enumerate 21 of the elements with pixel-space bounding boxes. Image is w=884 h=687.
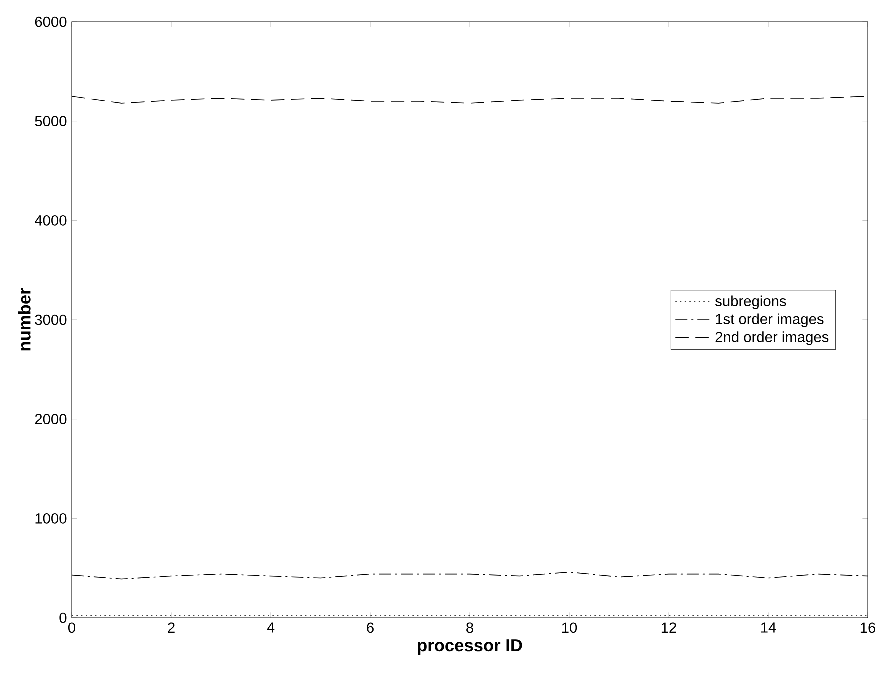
legend-label: 1st order images bbox=[716, 314, 824, 328]
y-tick-label: 3000 bbox=[35, 314, 67, 326]
y-tick-label: 4000 bbox=[35, 215, 67, 226]
x-tick-label: 2 bbox=[168, 622, 175, 633]
x-tick-label: 8 bbox=[466, 622, 474, 634]
y-axis-title: number bbox=[18, 288, 31, 351]
y-tick-label: 6000 bbox=[35, 16, 67, 28]
x-tick-label: 14 bbox=[761, 622, 776, 633]
x-tick-label: 12 bbox=[662, 622, 676, 633]
x-tick-label: 4 bbox=[267, 622, 275, 633]
y-tick-label: 1000 bbox=[36, 513, 67, 524]
legend-label: subregions bbox=[716, 296, 786, 310]
y-tick-label: 0 bbox=[60, 612, 67, 624]
x-axis-title: processor ID bbox=[418, 640, 522, 656]
legend-label: 2nd order images bbox=[716, 332, 829, 346]
y-tick-label: 5000 bbox=[35, 116, 67, 127]
x-tick-label: 16 bbox=[860, 622, 876, 634]
x-tick-label: 10 bbox=[562, 622, 578, 634]
x-tick-label: 6 bbox=[367, 622, 374, 634]
x-tick-label: 0 bbox=[68, 622, 76, 634]
y-tick-label: 2000 bbox=[35, 414, 67, 425]
